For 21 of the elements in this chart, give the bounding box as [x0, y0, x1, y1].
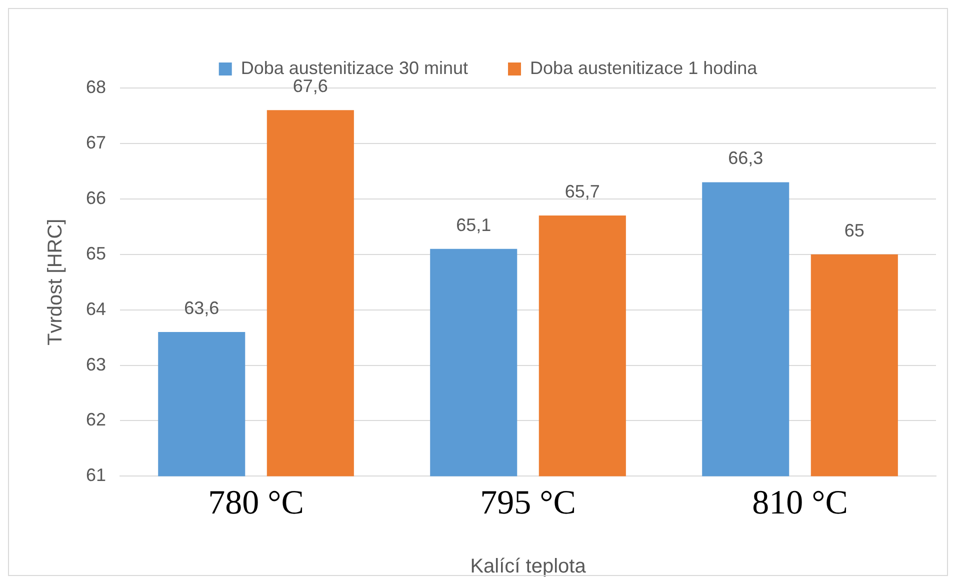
data-label: 65 [844, 220, 864, 240]
y-tick-label: 65 [86, 243, 106, 264]
data-label: 66,3 [728, 148, 764, 168]
legend-label: Doba austenitizace 1 hodina [530, 58, 758, 78]
legend-label: Doba austenitizace 30 minut [240, 58, 468, 78]
y-axis-title: Tvrdost [HRC] [44, 218, 67, 346]
y-tick-label: 67 [86, 132, 106, 152]
x-tick-label: 810 °C [752, 484, 848, 522]
y-tick-label: 63 [86, 354, 106, 374]
y-tick-label: 64 [86, 298, 106, 319]
y-tick-label: 66 [86, 188, 106, 208]
x-tick-label: 780 °C [208, 484, 304, 522]
x-axis-title: Kalící teplota [470, 556, 587, 578]
data-label: 65,7 [564, 182, 600, 202]
data-label: 65,1 [456, 214, 492, 235]
y-tick-label: 61 [86, 465, 106, 486]
y-tick-label: 62 [86, 410, 106, 430]
data-label: 63,6 [184, 298, 220, 318]
data-label: 67,6 [292, 76, 328, 96]
y-tick-label: 68 [86, 76, 106, 97]
x-tick-label: 795 °C [480, 484, 576, 522]
